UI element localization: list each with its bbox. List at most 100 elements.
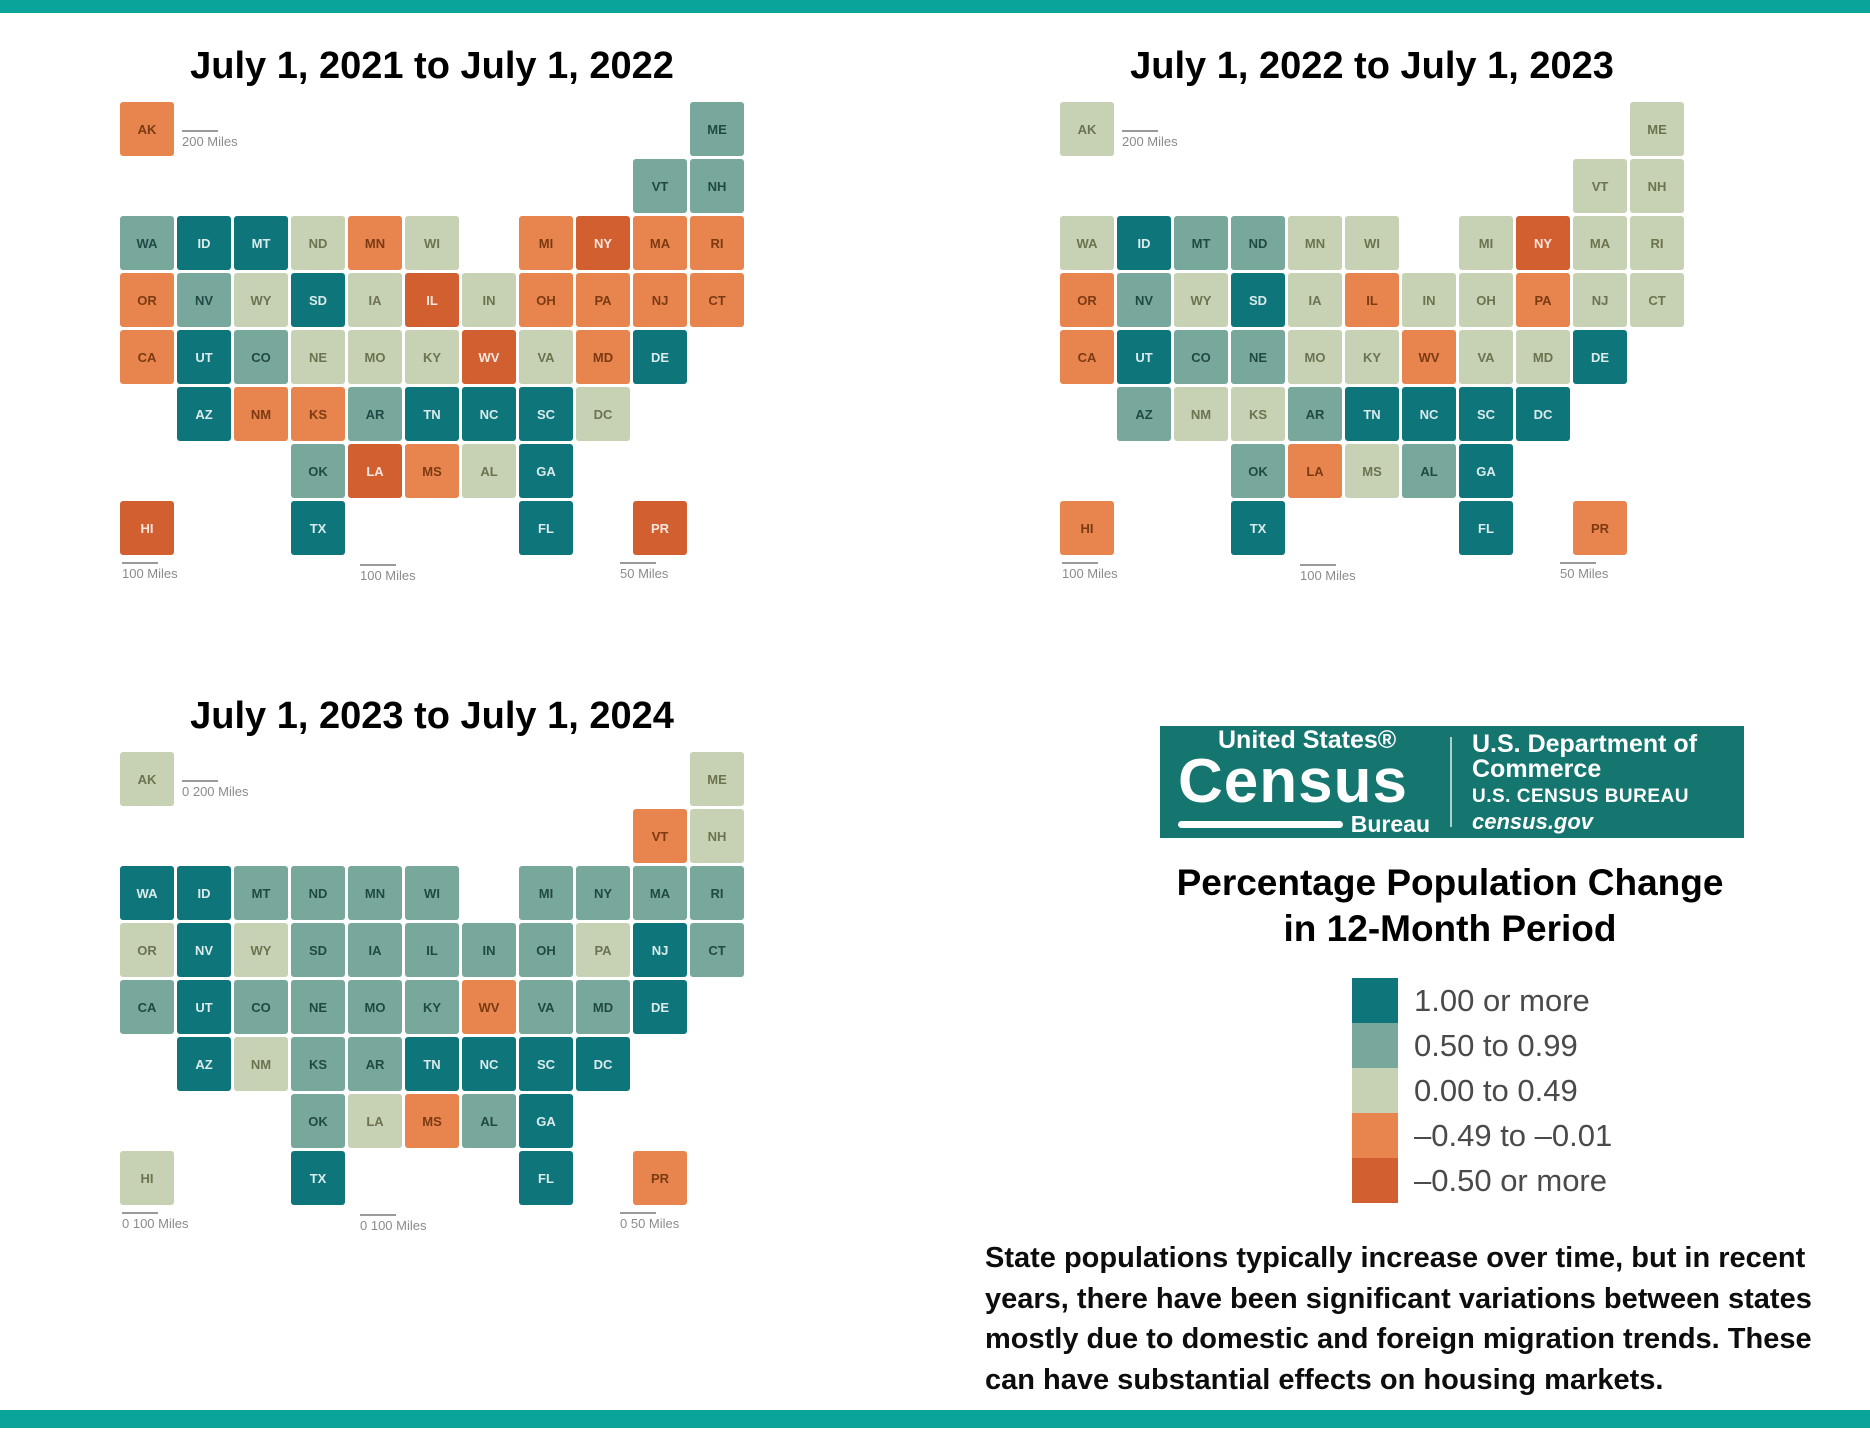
state-tile-ok: OK <box>291 444 345 498</box>
state-tile-nm: NM <box>234 387 288 441</box>
state-tile-ut: UT <box>1117 330 1171 384</box>
state-tile-ca: CA <box>120 330 174 384</box>
state-tile-fl: FL <box>519 501 573 555</box>
state-tile-mn: MN <box>1288 216 1342 270</box>
state-tile-ga: GA <box>1459 444 1513 498</box>
scale-bar-hawaii: 0 100 Miles <box>122 1212 188 1231</box>
scale-bar-alaska: 0 200 Miles <box>182 780 248 799</box>
state-tile-pa: PA <box>576 923 630 977</box>
scale-bar-hawaii: 100 Miles <box>1062 562 1118 581</box>
state-tile-mo: MO <box>348 330 402 384</box>
state-tile-ri: RI <box>690 216 744 270</box>
state-tile-nd: ND <box>1231 216 1285 270</box>
state-tile-mi: MI <box>519 866 573 920</box>
state-tile-dc: DC <box>576 387 630 441</box>
state-tile-mi: MI <box>519 216 573 270</box>
map-title-2021-2022: July 1, 2021 to July 1, 2022 <box>190 45 674 87</box>
state-tile-nc: NC <box>462 387 516 441</box>
state-tile-oh: OH <box>519 923 573 977</box>
legend-title-line2: in 12-Month Period <box>1283 908 1617 950</box>
state-tile-la: LA <box>348 444 402 498</box>
state-tile-vt: VT <box>633 159 687 213</box>
state-tile-tn: TN <box>405 1037 459 1091</box>
state-tile-co: CO <box>234 330 288 384</box>
state-tile-id: ID <box>177 866 231 920</box>
state-tile-wv: WV <box>462 980 516 1034</box>
scale-bar-gulf: 100 Miles <box>360 564 416 583</box>
map-section-2023-2024: July 1, 2023 to July 1, 2024 0 200 Miles… <box>120 695 744 1264</box>
state-tile-ar: AR <box>348 387 402 441</box>
state-tile-ga: GA <box>519 1094 573 1148</box>
state-tile-al: AL <box>462 444 516 498</box>
scale-bar-alaska: 200 Miles <box>182 130 238 149</box>
state-tile-il: IL <box>405 923 459 977</box>
state-tile-md: MD <box>1516 330 1570 384</box>
state-tile-ks: KS <box>291 387 345 441</box>
scale-bar-hawaii: 100 Miles <box>122 562 178 581</box>
state-tile-sc: SC <box>519 387 573 441</box>
state-tile-pa: PA <box>576 273 630 327</box>
state-tile-ne: NE <box>1231 330 1285 384</box>
state-tile-ky: KY <box>405 980 459 1034</box>
state-tile-sd: SD <box>1231 273 1285 327</box>
state-tile-ia: IA <box>348 273 402 327</box>
logo-census-gov-text: census.gov <box>1472 808 1594 834</box>
state-tile-pr: PR <box>633 1151 687 1205</box>
state-tile-ak: AK <box>120 102 174 156</box>
state-tile-wv: WV <box>462 330 516 384</box>
state-tile-ga: GA <box>519 444 573 498</box>
note-line: years, there have been significant varia… <box>985 1282 1812 1315</box>
state-tile-tn: TN <box>1345 387 1399 441</box>
state-tile-pa: PA <box>1516 273 1570 327</box>
state-tile-mt: MT <box>1174 216 1228 270</box>
state-tile-wi: WI <box>405 216 459 270</box>
legend-item: 0.00 to 0.49 <box>1352 1068 1612 1113</box>
state-tile-de: DE <box>633 330 687 384</box>
legend-item: –0.49 to –0.01 <box>1352 1113 1612 1158</box>
state-tile-ma: MA <box>633 866 687 920</box>
state-tile-mn: MN <box>348 866 402 920</box>
state-tile-wa: WA <box>120 216 174 270</box>
state-tile-va: VA <box>519 980 573 1034</box>
state-tile-fl: FL <box>519 1151 573 1205</box>
state-tile-me: ME <box>690 752 744 806</box>
state-tile-nj: NJ <box>633 923 687 977</box>
note-paragraph: State populations typically increase ove… <box>985 1238 1870 1400</box>
state-tile-ms: MS <box>405 444 459 498</box>
scale-bar-puerto-rico: 50 Miles <box>1560 562 1608 581</box>
logo-bureau-row: Bureau <box>1178 813 1430 836</box>
state-tile-in: IN <box>462 923 516 977</box>
state-tile-va: VA <box>1459 330 1513 384</box>
state-tile-de: DE <box>633 980 687 1034</box>
logo-dept-of-commerce-text: U.S. Department of Commerce <box>1472 729 1698 783</box>
legend-title-line1: Percentage Population Change <box>1176 862 1724 903</box>
map-title-2022-2023: July 1, 2022 to July 1, 2023 <box>1130 45 1614 87</box>
state-tile-ny: NY <box>1516 216 1570 270</box>
logo-census-text: Census <box>1178 746 1408 816</box>
state-tile-ca: CA <box>1060 330 1114 384</box>
state-tile-ar: AR <box>1288 387 1342 441</box>
state-tile-wy: WY <box>234 273 288 327</box>
state-tile-nd: ND <box>291 216 345 270</box>
state-tile-pr: PR <box>1573 501 1627 555</box>
map-title-2023-2024: July 1, 2023 to July 1, 2024 <box>190 695 674 737</box>
logo-divider <box>1450 737 1452 827</box>
state-tile-or: OR <box>120 923 174 977</box>
state-tile-or: OR <box>1060 273 1114 327</box>
state-tile-az: AZ <box>177 387 231 441</box>
state-tile-fl: FL <box>1459 501 1513 555</box>
state-tile-nc: NC <box>462 1037 516 1091</box>
scale-bar-alaska: 200 Miles <box>1122 130 1178 149</box>
state-tile-sc: SC <box>519 1037 573 1091</box>
state-tile-wa: WA <box>1060 216 1114 270</box>
scale-bar-puerto-rico: 0 50 Miles <box>620 1212 679 1231</box>
top-border-bar <box>0 0 1870 13</box>
state-tile-ak: AK <box>1060 102 1114 156</box>
state-tile-me: ME <box>690 102 744 156</box>
state-tile-ne: NE <box>291 980 345 1034</box>
logo-agency-lines: U.S. Department of Commerce U.S. CENSUS … <box>1472 729 1726 834</box>
state-tile-wv: WV <box>1402 330 1456 384</box>
state-tile-al: AL <box>1402 444 1456 498</box>
state-tile-ia: IA <box>1288 273 1342 327</box>
